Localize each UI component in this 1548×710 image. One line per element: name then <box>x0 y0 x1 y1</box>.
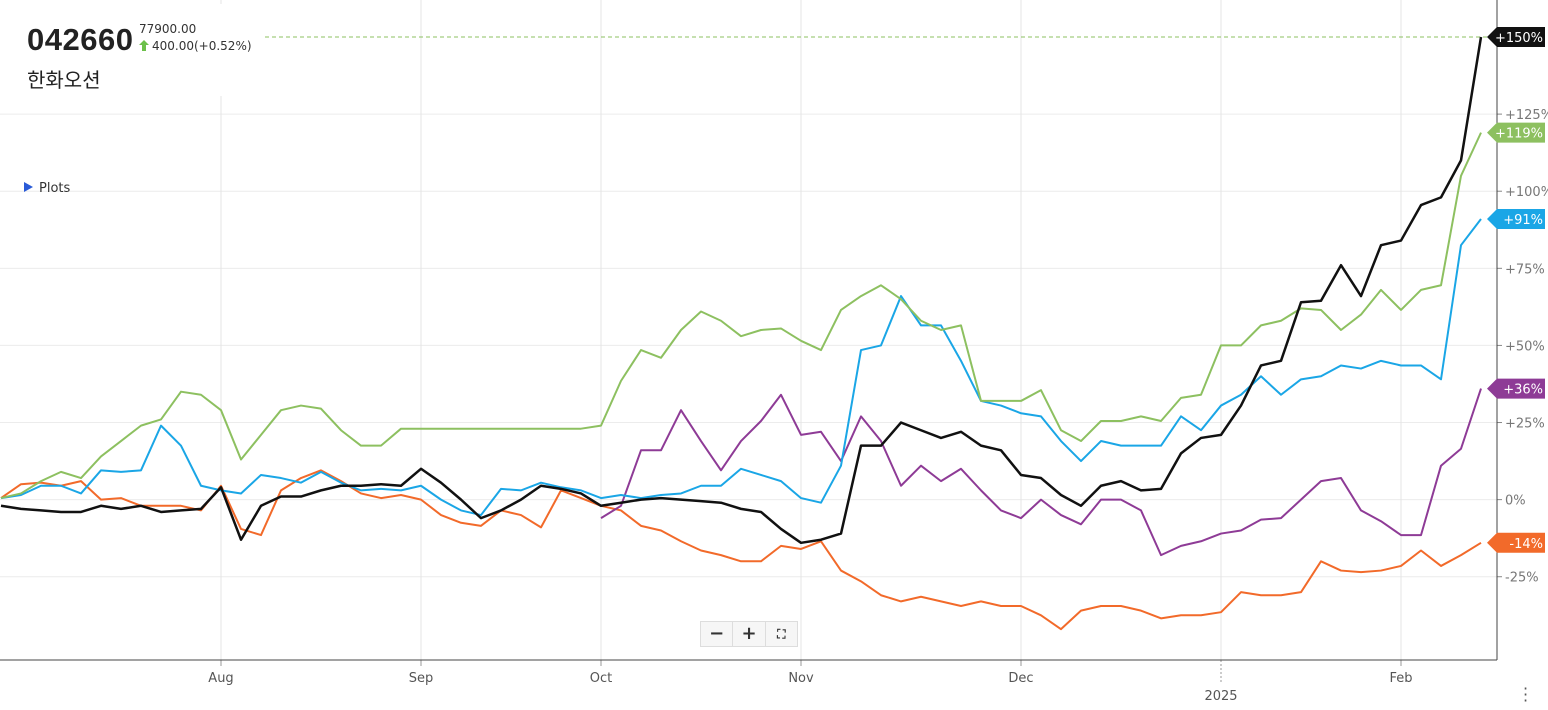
y-tick-label: +25% <box>1505 417 1545 432</box>
last-value-badge: +36% <box>1487 378 1545 399</box>
y-tick-label: +75% <box>1505 262 1545 277</box>
badge-shape <box>1487 378 1545 399</box>
series-line <box>600 388 1482 557</box>
plots-toggle[interactable]: Plots <box>24 181 70 196</box>
badge-shape <box>1487 122 1545 143</box>
header: 042660 77900.00 400.00(+0.52%) 한화오션 <box>0 4 255 96</box>
plots-text: Plots <box>39 181 71 196</box>
last-value-badge: +119% <box>1487 122 1545 143</box>
menu[interactable]: · · · <box>1523 679 1529 710</box>
y-tick-label: -25% <box>1505 571 1539 586</box>
zoom-out[interactable]: − <box>701 622 734 646</box>
company-name: 한화오션 <box>27 68 101 92</box>
plot-bg <box>0 0 1497 660</box>
x-tick-label: Dec <box>1008 671 1033 686</box>
series-line <box>0 218 1482 517</box>
zoom-in[interactable]: + <box>733 622 766 646</box>
fullscreen[interactable]: ⛶ <box>777 627 786 641</box>
badge-label: -14% <box>1509 537 1543 552</box>
x-tick-label: Feb <box>1389 671 1412 686</box>
y-tick-label: +50% <box>1505 339 1545 354</box>
badge-shape <box>1487 532 1545 553</box>
change: 400.00(+0.52%) <box>139 39 252 53</box>
series-line <box>0 132 1482 500</box>
ticker: 042660 <box>27 22 134 57</box>
badge-label: +150% <box>1495 31 1543 46</box>
series-line <box>0 36 1483 545</box>
last-value-badge: +150% <box>1487 27 1545 48</box>
badge-shape <box>1487 27 1545 48</box>
y-tick-label: +100% <box>1505 185 1548 200</box>
triangle <box>24 182 33 192</box>
zoom-controls: − + ⛶ <box>700 621 798 647</box>
series-line <box>0 469 1482 631</box>
badge-label: +119% <box>1495 127 1543 142</box>
badge-label: +36% <box>1503 383 1543 398</box>
last-value-badge: +91% <box>1487 208 1545 229</box>
x-tick-label: Oct <box>590 671 612 686</box>
x-tick-label: Aug <box>208 671 233 686</box>
up-arrow <box>139 40 149 51</box>
x-tick-label: Nov <box>788 671 814 686</box>
change-text: 400.00(+0.52%) <box>152 39 252 53</box>
badge-label: +91% <box>1503 213 1543 228</box>
y-tick-label: +125% <box>1505 108 1548 123</box>
x-tick-label: 2025 <box>1204 689 1237 704</box>
badge-shape <box>1487 208 1545 229</box>
y-tick-label: 0% <box>1505 494 1526 509</box>
last-value-badge: -14% <box>1487 532 1545 553</box>
x-tick-label: Sep <box>409 671 434 686</box>
price: 77900.00 <box>139 22 197 36</box>
